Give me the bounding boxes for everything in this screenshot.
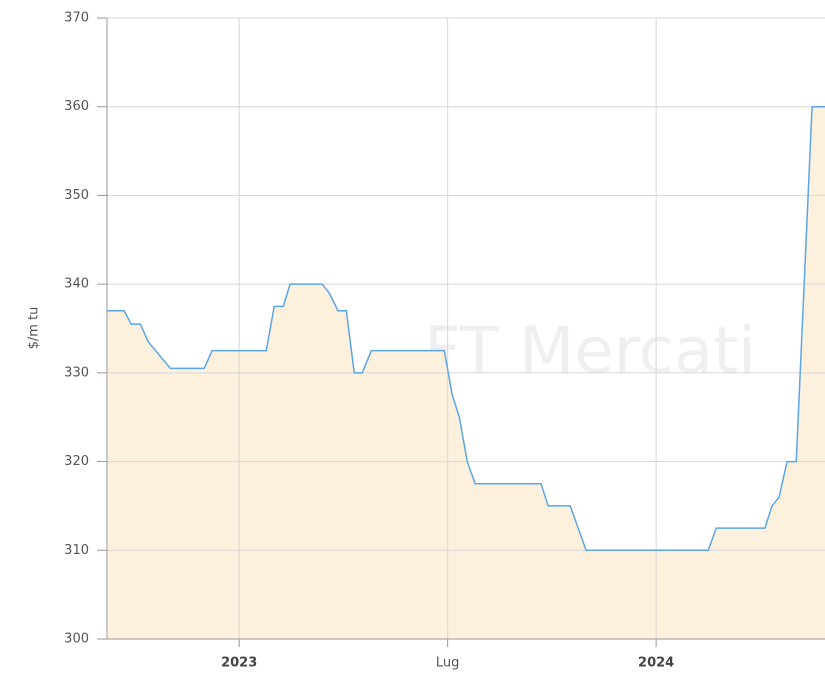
y-tick-label: 320: [64, 454, 89, 469]
y-tick-label: 350: [64, 188, 89, 203]
y-tick-label: 300: [64, 632, 89, 647]
x-tick-label: 2023: [221, 656, 257, 671]
x-tick-label: 2024: [638, 656, 674, 671]
area: [107, 106, 825, 639]
line: [107, 105, 825, 552]
watermark: FT Mercati: [424, 315, 756, 389]
x-tick-label: Lug: [436, 656, 460, 671]
y-tick-label: 310: [64, 543, 89, 558]
y-tick-label: 360: [64, 99, 89, 114]
y-axis-label: $/m tu: [27, 307, 42, 350]
y-tick-label: 370: [64, 11, 89, 26]
y-tick-label: 330: [64, 365, 89, 380]
y-tick-label: 340: [64, 277, 89, 292]
